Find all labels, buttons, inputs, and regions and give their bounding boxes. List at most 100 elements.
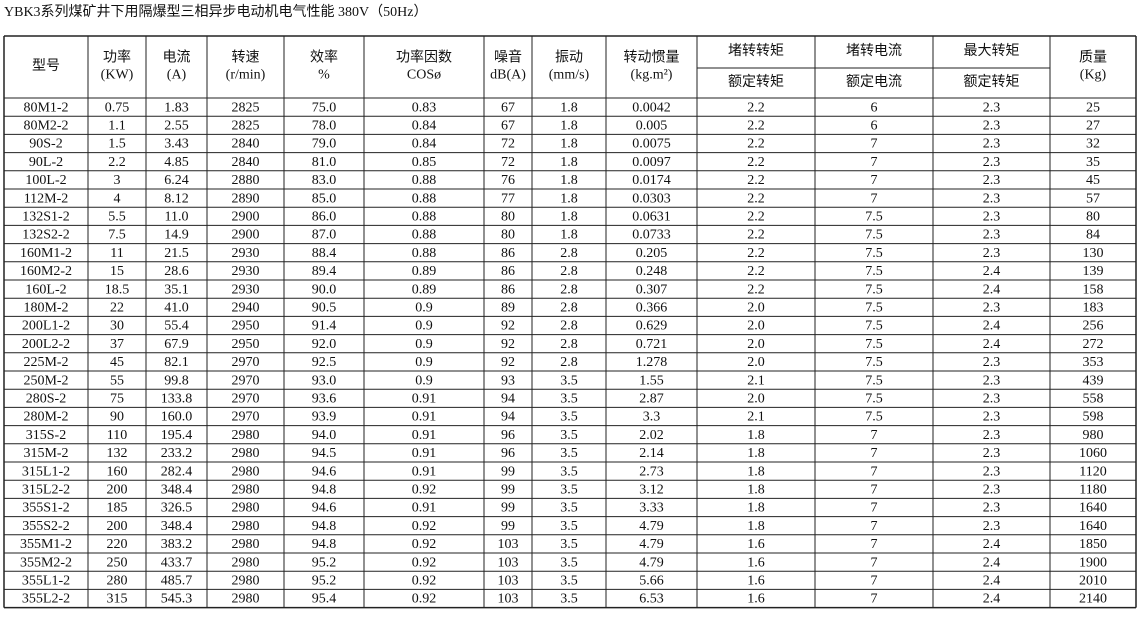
- value-cell: 2.2: [747, 264, 765, 279]
- value-cell: 99: [501, 501, 515, 516]
- header-label: (KW): [101, 68, 134, 83]
- value-cell: 7.5: [865, 319, 883, 334]
- value-cell: 103: [498, 574, 519, 589]
- model-cell: 315M-2: [23, 446, 68, 461]
- value-cell: 1.8: [560, 173, 578, 188]
- value-cell: 7: [871, 137, 878, 152]
- value-cell: 11: [110, 246, 123, 261]
- value-cell: 2.2: [747, 228, 765, 243]
- value-cell: 7: [871, 555, 878, 570]
- header-label: dB(A): [490, 68, 526, 83]
- value-cell: 7: [871, 592, 878, 607]
- model-cell: 200L1-2: [22, 319, 70, 334]
- value-cell: 3: [114, 173, 121, 188]
- value-cell: 67.9: [164, 337, 189, 352]
- value-cell: 99: [501, 483, 515, 498]
- value-cell: 7.5: [865, 264, 883, 279]
- value-cell: 2.3: [983, 155, 1001, 170]
- value-cell: 1.8: [560, 155, 578, 170]
- value-cell: 0.92: [412, 519, 437, 534]
- value-cell: 91.4: [312, 319, 337, 334]
- value-cell: 348.4: [161, 483, 193, 498]
- value-cell: 1120: [1079, 464, 1106, 479]
- value-cell: 4.85: [164, 155, 189, 170]
- value-cell: 0.91: [412, 392, 437, 407]
- value-cell: 2.8: [560, 246, 578, 261]
- value-cell: 2980: [232, 464, 260, 479]
- value-cell: 7.5: [865, 410, 883, 425]
- value-cell: 35.1: [164, 282, 189, 297]
- value-cell: 2.8: [560, 319, 578, 334]
- value-cell: 1.278: [636, 355, 668, 370]
- header-label: (A): [167, 68, 187, 83]
- value-cell: 160: [107, 464, 128, 479]
- value-cell: 2970: [232, 355, 260, 370]
- value-cell: 86: [501, 246, 515, 261]
- model-cell: 315L2-2: [22, 483, 70, 498]
- value-cell: 7.5: [865, 337, 883, 352]
- value-cell: 160.0: [161, 410, 193, 425]
- value-cell: 94.6: [312, 464, 337, 479]
- value-cell: 0.92: [412, 555, 437, 570]
- value-cell: 2.2: [747, 155, 765, 170]
- value-cell: 5.5: [108, 210, 126, 225]
- value-cell: 1.8: [747, 501, 765, 516]
- value-cell: 0.83: [412, 100, 437, 115]
- header-label: (kg.m²): [631, 68, 673, 83]
- value-cell: 92.5: [312, 355, 337, 370]
- value-cell: 2980: [232, 428, 260, 443]
- value-cell: 0.9: [415, 373, 433, 388]
- value-cell: 2.4: [983, 264, 1001, 279]
- value-cell: 0.0042: [632, 100, 671, 115]
- value-cell: 6.53: [639, 592, 664, 607]
- value-cell: 0.0631: [632, 210, 671, 225]
- page-title: YBK3系列煤矿井下用隔爆型三相异步电动机电气性能 380V（50Hz）: [4, 4, 428, 20]
- value-cell: 1640: [1079, 501, 1107, 516]
- value-cell: 0.84: [412, 119, 437, 134]
- value-cell: 139: [1083, 264, 1104, 279]
- value-cell: 1.5: [108, 137, 126, 152]
- value-cell: 2.3: [983, 228, 1001, 243]
- value-cell: 2.02: [639, 428, 664, 443]
- value-cell: 1900: [1079, 555, 1107, 570]
- value-cell: 195.4: [161, 428, 193, 443]
- value-cell: 15: [110, 264, 124, 279]
- value-cell: 0.92: [412, 574, 437, 589]
- value-cell: 30: [110, 319, 124, 334]
- value-cell: 1.8: [747, 519, 765, 534]
- value-cell: 7: [871, 501, 878, 516]
- value-cell: 95.2: [312, 574, 337, 589]
- value-cell: 14.9: [164, 228, 189, 243]
- value-cell: 0.0174: [632, 173, 671, 188]
- value-cell: 89.4: [312, 264, 337, 279]
- value-cell: 2.3: [983, 301, 1001, 316]
- value-cell: 2.4: [983, 319, 1001, 334]
- value-cell: 2980: [232, 501, 260, 516]
- value-cell: 2.55: [164, 119, 189, 134]
- model-cell: 160M2-2: [20, 264, 72, 279]
- value-cell: 93.9: [312, 410, 337, 425]
- value-cell: 2930: [232, 264, 260, 279]
- value-cell: 99: [501, 519, 515, 534]
- value-cell: 3.5: [560, 592, 578, 607]
- header-label: 效率: [310, 49, 338, 66]
- value-cell: 0.91: [412, 501, 437, 516]
- value-cell: 3.5: [560, 410, 578, 425]
- value-cell: 5.66: [639, 574, 664, 589]
- value-cell: 2.2: [747, 173, 765, 188]
- value-cell: 0.91: [412, 428, 437, 443]
- value-cell: 2970: [232, 392, 260, 407]
- value-cell: 0.88: [412, 246, 437, 261]
- value-cell: 2.3: [983, 373, 1001, 388]
- value-cell: 353: [1083, 355, 1104, 370]
- value-cell: 2.14: [639, 446, 664, 461]
- value-cell: 348.4: [161, 519, 193, 534]
- value-cell: 67: [501, 119, 515, 134]
- header-label: 功率因数: [396, 49, 452, 66]
- value-cell: 2.3: [983, 519, 1001, 534]
- value-cell: 2.8: [560, 337, 578, 352]
- value-cell: 3.5: [560, 555, 578, 570]
- value-cell: 87.0: [312, 228, 337, 243]
- value-cell: 0.91: [412, 446, 437, 461]
